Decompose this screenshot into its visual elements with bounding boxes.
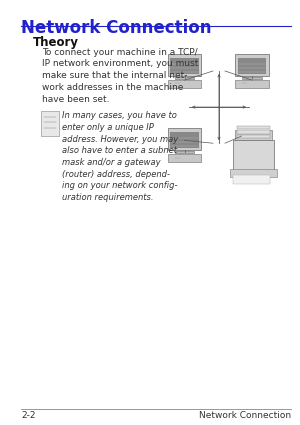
Text: Network Connection: Network Connection	[199, 411, 291, 420]
FancyBboxPatch shape	[168, 80, 201, 88]
FancyBboxPatch shape	[235, 130, 272, 140]
FancyBboxPatch shape	[230, 169, 277, 177]
Text: Network Connection: Network Connection	[21, 19, 212, 37]
FancyBboxPatch shape	[168, 154, 201, 162]
FancyBboxPatch shape	[175, 76, 194, 79]
FancyBboxPatch shape	[233, 140, 274, 170]
FancyBboxPatch shape	[237, 135, 270, 139]
FancyBboxPatch shape	[175, 151, 194, 153]
FancyBboxPatch shape	[233, 175, 270, 184]
FancyBboxPatch shape	[168, 128, 201, 150]
Text: 2-2: 2-2	[21, 411, 35, 420]
Text: Theory: Theory	[33, 36, 79, 49]
FancyBboxPatch shape	[238, 57, 266, 74]
FancyBboxPatch shape	[236, 80, 268, 88]
FancyBboxPatch shape	[237, 125, 270, 129]
FancyBboxPatch shape	[170, 57, 199, 74]
Text: In many cases, you have to
enter only a unique IP
address. However, you may
also: In many cases, you have to enter only a …	[61, 111, 178, 202]
FancyBboxPatch shape	[236, 54, 268, 76]
FancyBboxPatch shape	[242, 76, 262, 79]
FancyBboxPatch shape	[41, 110, 59, 136]
Text: To connect your machine in a TCP/
IP network environment, you must
make sure tha: To connect your machine in a TCP/ IP net…	[42, 48, 198, 104]
FancyBboxPatch shape	[168, 54, 201, 76]
FancyBboxPatch shape	[170, 132, 199, 148]
FancyBboxPatch shape	[237, 130, 270, 134]
